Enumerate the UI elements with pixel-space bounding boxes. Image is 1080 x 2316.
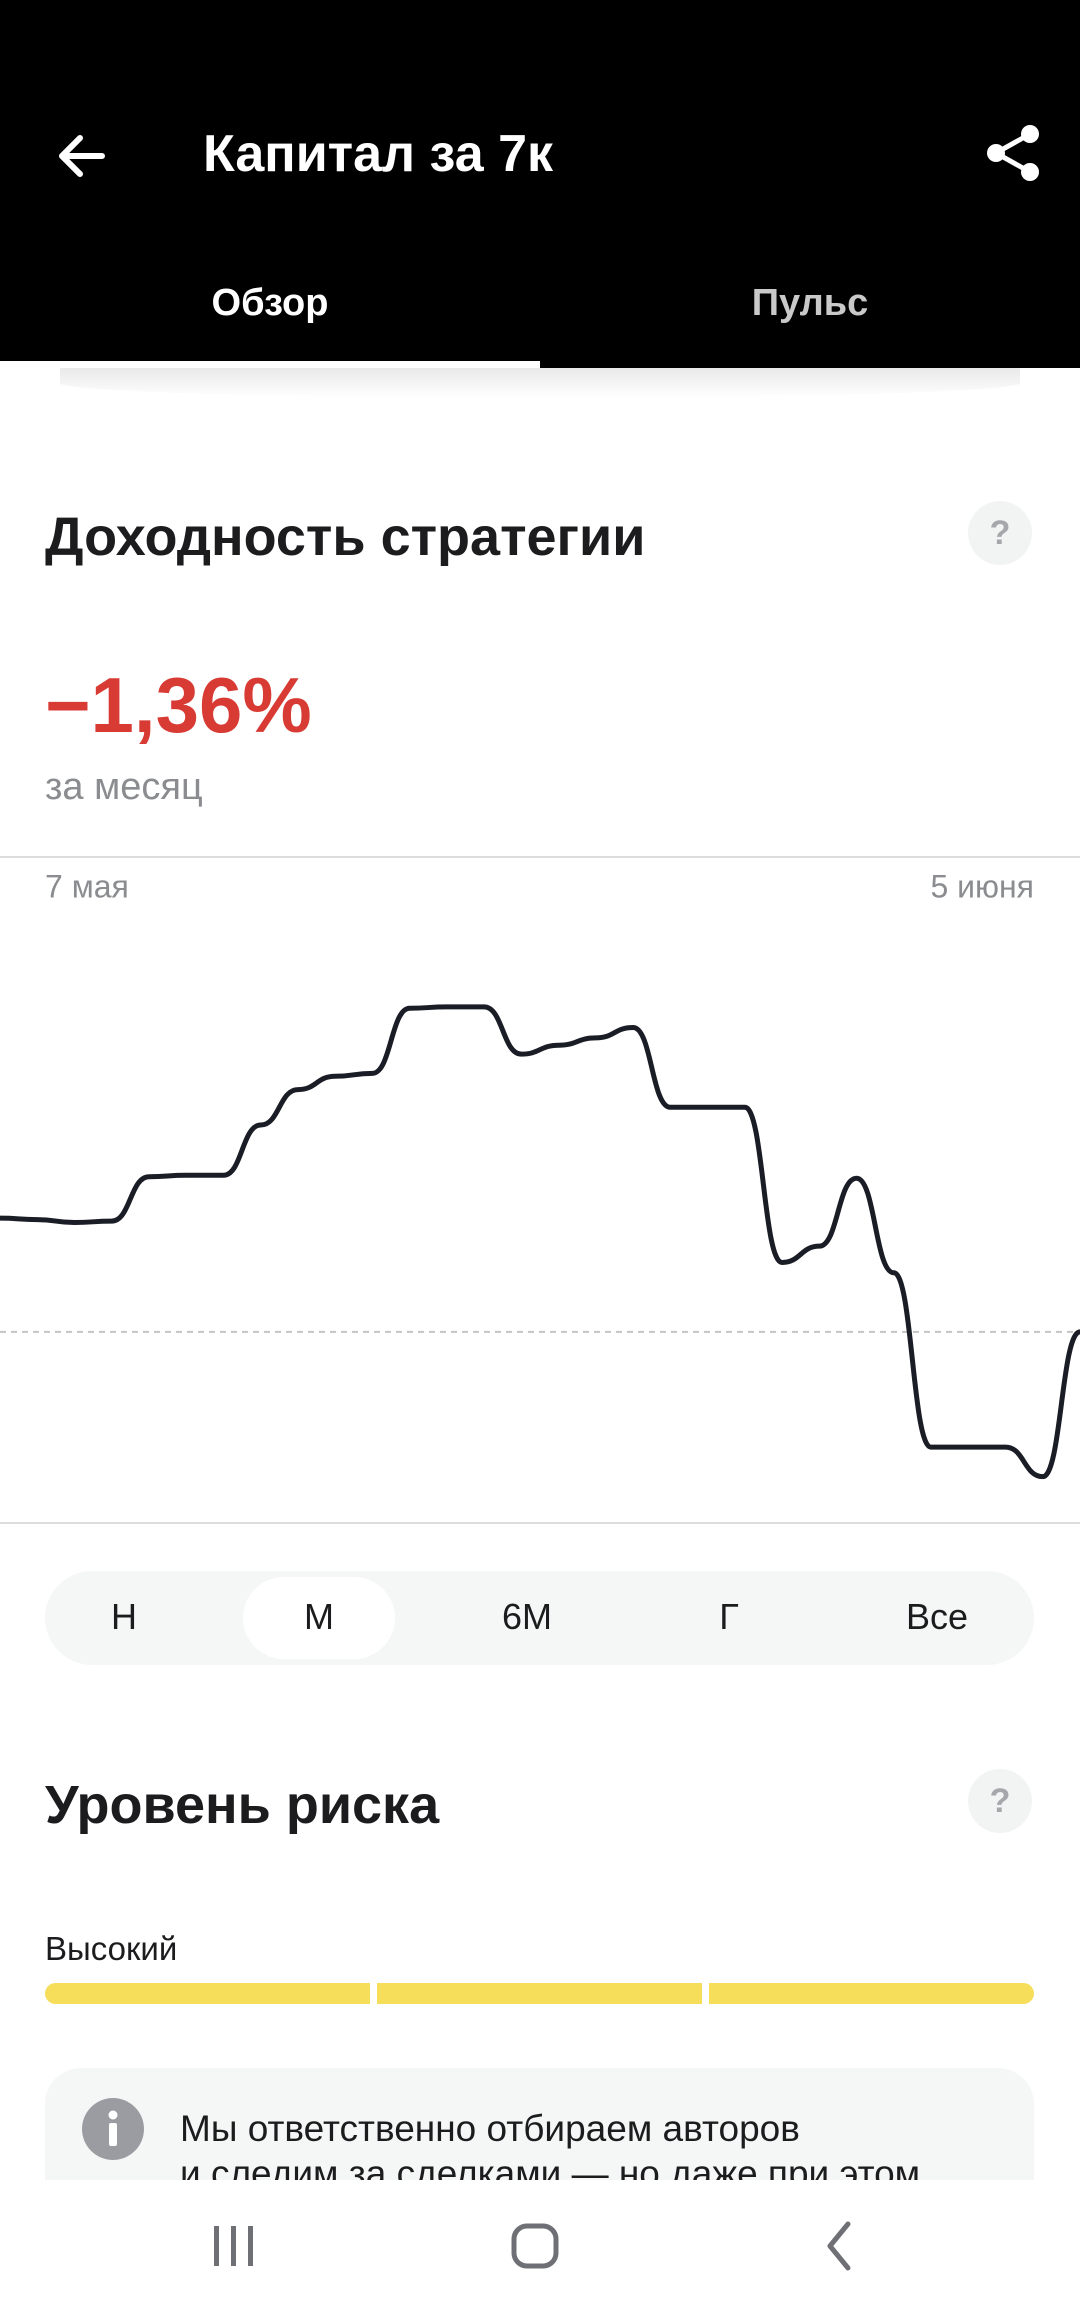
x-tick-label: 7 мая [45,868,129,904]
info-icon [82,2098,144,2160]
period-selector [45,1571,1034,1665]
return-line [0,1004,1080,1480]
risk-segment [709,1983,1034,2004]
shadow [60,368,1020,398]
tab[interactable]: Пульс [751,282,869,324]
help-button[interactable]: ? [968,1769,1032,1833]
tab-indicator [0,361,540,368]
period-option[interactable]: 6М [501,1596,552,1637]
selected-pill [243,1577,395,1659]
back-nav-button[interactable] [808,2218,868,2274]
recent-apps-button[interactable] [204,2220,264,2272]
return-value: −1,36% [45,661,312,749]
help-button[interactable]: ? [968,501,1032,565]
section-heading: Доходность стратегии [45,507,646,567]
back-button[interactable] [52,126,112,186]
system-nav-bar [0,2180,1080,2316]
chart: 7 мая 5 июня [0,856,1080,1524]
tab[interactable]: Обзор [211,282,329,324]
app-bar: Капитал за 7к Обзор Пульс [0,0,1080,368]
period-option[interactable]: Н [111,1596,137,1637]
period-option[interactable]: Г [719,1596,739,1637]
home-button[interactable] [506,2218,566,2274]
screen-title: Капитал за 7к [203,125,554,183]
period-option[interactable]: М [304,1596,334,1637]
return-period: за месяц [45,766,203,808]
section-heading: Уровень риска [45,1775,440,1835]
share-button[interactable] [982,122,1044,184]
risk-segment [377,1983,702,2004]
info-text: Мы ответственно отбираем авторов [180,2108,800,2149]
risk-segment [45,1983,370,2004]
x-tick-label: 5 июня [930,868,1034,904]
risk-level: Высокий [45,1930,178,1967]
period-option[interactable]: Все [905,1596,969,1637]
